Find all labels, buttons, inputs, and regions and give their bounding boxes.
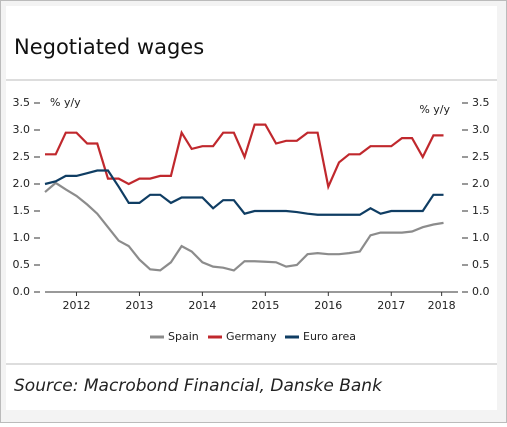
chart-title: Negotiated wages	[14, 35, 204, 59]
y-tick-label: 0.5	[13, 258, 31, 271]
y-tick-label: 3.5	[13, 96, 31, 109]
x-tick-label: 2015	[251, 299, 279, 312]
x-tick-label: 2016	[314, 299, 342, 312]
line	[44, 169, 444, 216]
y2-tick-label: 3.0	[472, 123, 490, 136]
y-tick-label: 3.0	[13, 123, 31, 136]
x-tick-label: 2013	[125, 299, 153, 312]
y-axis-label: % y/y	[50, 96, 81, 109]
legend-label: Spain	[168, 330, 199, 343]
line	[44, 181, 444, 272]
x-tick-label: 2017	[377, 299, 405, 312]
y2-tick-label: 1.5	[472, 204, 490, 217]
y2-tick-label: 3.5	[472, 96, 490, 109]
y-tick-label: 0.0	[13, 285, 31, 298]
legend-label: Germany	[226, 330, 277, 343]
y-tick-label: 2.5	[13, 150, 31, 163]
y2-tick-label: 0.0	[472, 285, 490, 298]
panel	[6, 6, 497, 410]
line	[45, 123, 444, 191]
y-tick-label: 1.0	[13, 231, 31, 244]
y-tick-label: 2.0	[13, 177, 31, 190]
y-tick-label: 1.5	[13, 204, 31, 217]
x-tick-label: 2018	[428, 299, 456, 312]
y2-tick-label: 2.5	[472, 150, 490, 163]
y2-tick-label: 1.0	[472, 231, 490, 244]
legend-label: Euro area	[303, 330, 356, 343]
y2-axis-label: % y/y	[419, 103, 450, 116]
x-tick-label: 2014	[188, 299, 216, 312]
y2-tick-label: 2.0	[472, 177, 490, 190]
y2-tick-label: 0.5	[472, 258, 490, 271]
source: Source: Macrobond Financial, Danske Bank	[14, 376, 383, 396]
x-tick-label: 2012	[62, 299, 90, 312]
